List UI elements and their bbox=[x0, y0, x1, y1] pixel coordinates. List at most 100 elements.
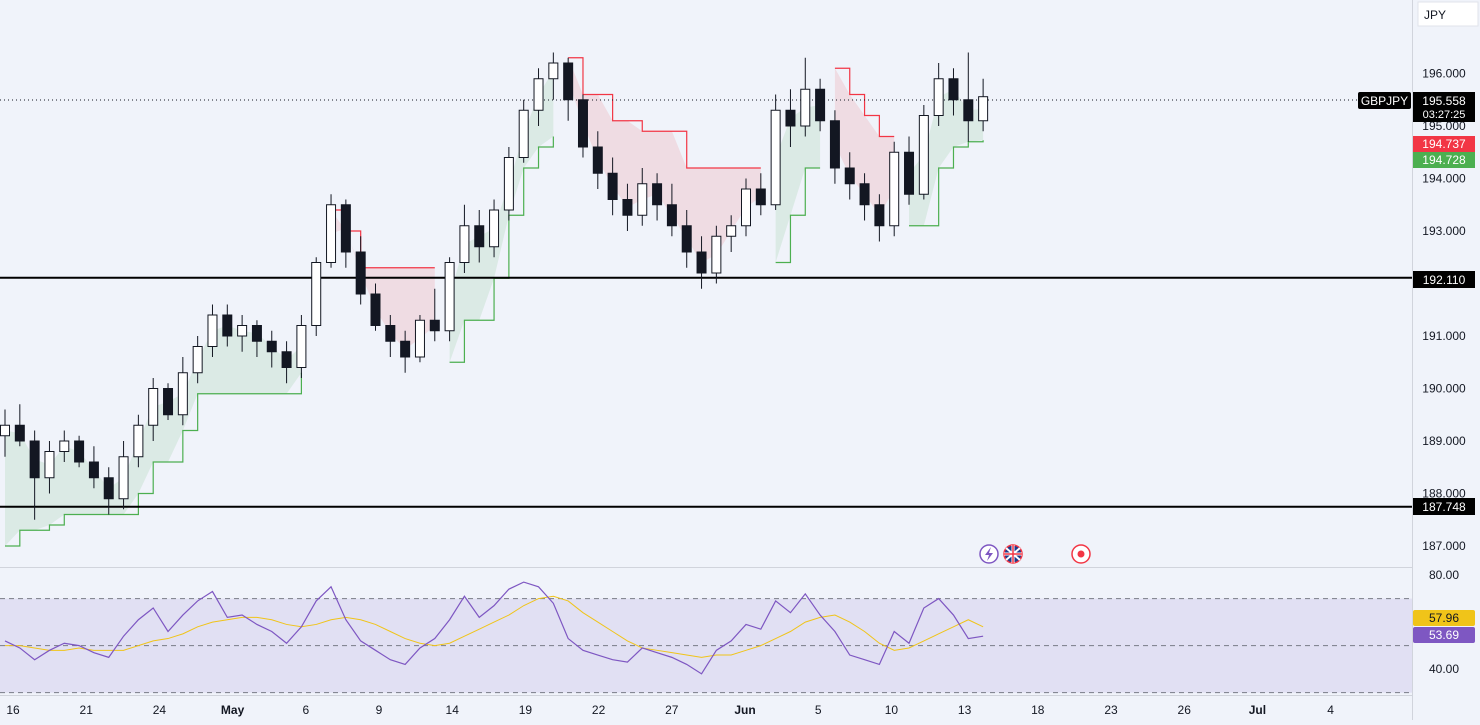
candle-29[interactable] bbox=[429, 288, 440, 342]
candle-16[interactable] bbox=[237, 315, 248, 352]
candle-27[interactable] bbox=[400, 330, 411, 373]
candle-22[interactable] bbox=[326, 194, 337, 268]
candle-34[interactable] bbox=[503, 147, 514, 221]
uk-flag-icon[interactable] bbox=[1003, 544, 1023, 564]
candle-4[interactable] bbox=[59, 430, 70, 463]
supertrend-fill-3 bbox=[568, 57, 761, 263]
candle-43[interactable] bbox=[637, 168, 648, 226]
candle-64[interactable] bbox=[948, 68, 959, 116]
candles-layer bbox=[0, 52, 989, 520]
candle-9[interactable] bbox=[133, 414, 144, 468]
supertrend-line-4 bbox=[775, 167, 821, 264]
price-tick-3: 193.000 bbox=[1422, 224, 1466, 238]
candle-5[interactable] bbox=[74, 435, 85, 468]
candle-50[interactable] bbox=[741, 178, 751, 237]
candle-10[interactable] bbox=[148, 378, 159, 441]
candle-33[interactable] bbox=[489, 199, 500, 258]
candle-2[interactable] bbox=[29, 430, 40, 520]
candle-46[interactable] bbox=[681, 210, 692, 268]
candle-23[interactable] bbox=[340, 199, 351, 268]
time-tick-9: 27 bbox=[665, 703, 679, 717]
time-tick-18: 4 bbox=[1327, 703, 1334, 717]
symbol-tag bbox=[1358, 92, 1411, 109]
candle-56[interactable] bbox=[829, 110, 840, 184]
candle-48[interactable] bbox=[711, 225, 722, 284]
candle-28[interactable] bbox=[414, 315, 425, 363]
record-icon[interactable] bbox=[1071, 544, 1091, 564]
candle-26[interactable] bbox=[385, 315, 396, 357]
candle-44[interactable] bbox=[652, 173, 663, 221]
candle-1[interactable] bbox=[14, 404, 25, 447]
candle-37[interactable] bbox=[548, 52, 559, 100]
candle-47[interactable] bbox=[696, 236, 707, 289]
candle-53[interactable] bbox=[785, 89, 796, 147]
countdown-label: 03:27:25 bbox=[1423, 109, 1466, 121]
candle-63[interactable] bbox=[933, 63, 944, 126]
candle-49[interactable] bbox=[726, 215, 737, 252]
candle-35[interactable] bbox=[518, 99, 529, 163]
time-tick-11: 5 bbox=[815, 703, 822, 717]
hline-tag-2[interactable] bbox=[1413, 498, 1475, 515]
candle-38[interactable] bbox=[563, 57, 574, 121]
candle-25[interactable] bbox=[370, 283, 381, 331]
candle-7[interactable] bbox=[103, 467, 114, 515]
candle-14[interactable] bbox=[207, 304, 218, 358]
candle-55[interactable] bbox=[815, 78, 826, 132]
time-tick-1: 21 bbox=[80, 703, 94, 717]
candle-62[interactable] bbox=[918, 105, 929, 200]
candle-17[interactable] bbox=[251, 320, 262, 357]
candle-0[interactable] bbox=[0, 409, 10, 457]
supertrend-down-tag bbox=[1413, 136, 1475, 152]
currency-box[interactable] bbox=[1417, 1, 1479, 27]
hline-label-1: 192.110 bbox=[1423, 273, 1466, 287]
candle-32[interactable] bbox=[474, 210, 485, 263]
candle-57[interactable] bbox=[844, 152, 855, 200]
price-tick-5: 190.000 bbox=[1422, 382, 1466, 396]
supertrend-down-label: 194.737 bbox=[1422, 137, 1466, 151]
candle-20[interactable] bbox=[296, 315, 307, 378]
time-tick-10: Jun bbox=[734, 703, 755, 717]
candle-8[interactable] bbox=[118, 441, 129, 510]
candle-52[interactable] bbox=[770, 94, 781, 211]
candle-59[interactable] bbox=[874, 194, 885, 242]
time-tick-0: 16 bbox=[6, 703, 20, 717]
rsi-tag bbox=[1413, 627, 1475, 643]
candle-30[interactable] bbox=[444, 257, 455, 342]
candle-42[interactable] bbox=[622, 183, 633, 231]
candle-66[interactable] bbox=[978, 78, 989, 132]
candle-36[interactable] bbox=[533, 68, 544, 126]
rsi-ma-tag bbox=[1413, 610, 1475, 626]
time-tick-6: 14 bbox=[446, 703, 460, 717]
candle-39[interactable] bbox=[577, 94, 588, 158]
candle-12[interactable] bbox=[177, 357, 188, 426]
candle-41[interactable] bbox=[607, 157, 618, 216]
candle-13[interactable] bbox=[192, 336, 203, 384]
candle-45[interactable] bbox=[666, 183, 677, 237]
lightning-icon[interactable] bbox=[979, 544, 999, 564]
candle-60[interactable] bbox=[889, 141, 900, 237]
candle-51[interactable] bbox=[755, 173, 766, 216]
candle-3[interactable] bbox=[44, 441, 55, 494]
candle-24[interactable] bbox=[355, 236, 366, 305]
candle-31[interactable] bbox=[459, 204, 470, 273]
candle-58[interactable] bbox=[859, 173, 870, 221]
candle-40[interactable] bbox=[592, 131, 603, 189]
currency-label[interactable]: JPY bbox=[1424, 8, 1446, 22]
candle-65[interactable] bbox=[963, 52, 974, 142]
candle-11[interactable] bbox=[163, 383, 174, 420]
rsi-ma-line bbox=[5, 595, 984, 658]
candle-19[interactable] bbox=[281, 341, 292, 384]
candle-18[interactable] bbox=[266, 330, 277, 368]
candle-54[interactable] bbox=[800, 57, 811, 137]
time-tick-5: 9 bbox=[376, 703, 383, 717]
price-tick-7: 188.000 bbox=[1422, 487, 1466, 501]
candle-6[interactable] bbox=[88, 446, 99, 489]
candle-61[interactable] bbox=[904, 136, 915, 205]
rsi-label: 53.69 bbox=[1429, 628, 1459, 642]
time-tick-15: 23 bbox=[1104, 703, 1118, 717]
candle-21[interactable] bbox=[311, 257, 322, 336]
candle-15[interactable] bbox=[222, 304, 233, 347]
hline-tag-1[interactable] bbox=[1413, 271, 1475, 288]
